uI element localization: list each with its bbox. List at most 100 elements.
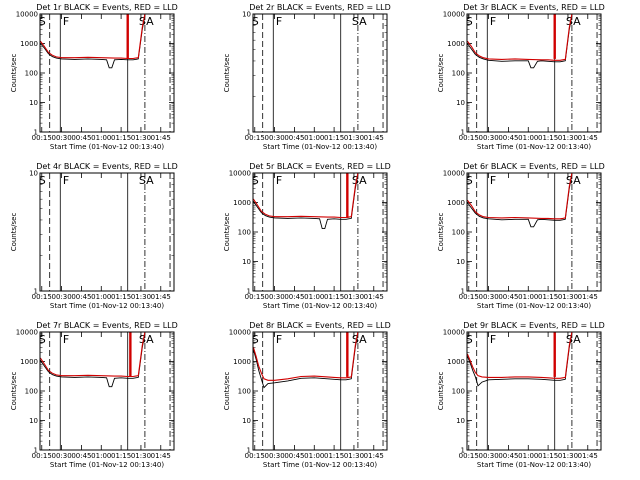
y-tick-label: 1000 — [20, 358, 38, 366]
x-tick-label: 01:45 — [364, 293, 384, 301]
y-tick-label: 1000 — [233, 358, 251, 366]
x-tick-label: 00:30 — [52, 452, 72, 460]
annotation-sa: SA — [566, 174, 581, 187]
annotation-f: F — [276, 174, 282, 187]
panel-det-3: Det 3r BLACK = Events, RED = LLD Counts/s… — [437, 3, 605, 151]
x-tick-label: 01:30 — [131, 134, 151, 142]
y-tick-label: 10 — [242, 11, 251, 19]
y-tick-label: 10 — [242, 258, 251, 266]
plot-frame — [39, 172, 175, 292]
x-axis-label: Start Time (01-Nov-12 00:13:40) — [477, 461, 591, 469]
y-tick-label: 1 — [461, 288, 465, 296]
x-tick-label: 01:00 — [518, 452, 538, 460]
chart-title: Det 5r BLACK = Events, RED = LLD — [249, 162, 391, 171]
series-events-line — [467, 174, 573, 228]
x-tick-label: 01:30 — [344, 293, 364, 301]
x-tick-label: 01:30 — [131, 293, 151, 301]
x-tick-label: 00:30 — [52, 293, 72, 301]
x-tick-label: 01:15 — [538, 293, 558, 301]
y-tick-label: 10000 — [443, 170, 465, 178]
annotation-f: F — [490, 15, 496, 28]
y-tick-label: 10 — [456, 99, 465, 107]
x-tick-label: 01:30 — [344, 134, 364, 142]
series-events-line — [252, 333, 359, 389]
plot-frame — [466, 172, 602, 292]
x-tick-label: 01:45 — [151, 452, 171, 460]
x-axis-label: Start Time (01-Nov-12 00:13:40) — [50, 302, 164, 310]
x-tick-label: 00:15 — [245, 134, 265, 142]
x-tick-label: 01:15 — [111, 134, 131, 142]
chart-title: Det 3r BLACK = Events, RED = LLD — [463, 3, 605, 12]
x-tick-label: 01:00 — [304, 134, 324, 142]
chart-title: Det 9r BLACK = Events, RED = LLD — [463, 321, 605, 330]
x-tick-label: 01:45 — [364, 134, 384, 142]
x-tick-label: 00:15 — [32, 134, 52, 142]
x-tick-label: 00:15 — [245, 452, 265, 460]
plot-frame — [252, 331, 388, 451]
series-events-line — [40, 15, 146, 69]
annotation-s: S — [466, 333, 473, 346]
x-tick-label: 00:15 — [459, 293, 479, 301]
x-tick-label: 00:15 — [459, 452, 479, 460]
y-tick-label: 100 — [452, 229, 465, 237]
x-tick-label: 01:45 — [578, 134, 598, 142]
y-tick-label: 10 — [29, 99, 38, 107]
x-tick-label: 00:30 — [265, 134, 285, 142]
x-tick-label: 00:15 — [32, 293, 52, 301]
y-tick-label: 1000 — [447, 40, 465, 48]
x-tick-label: 00:30 — [265, 452, 285, 460]
annotation-sa: SA — [139, 15, 154, 28]
y-tick-label: 100 — [452, 388, 465, 396]
x-tick-label: 01:00 — [518, 134, 538, 142]
x-axis-label: Start Time (01-Nov-12 00:13:40) — [50, 461, 164, 469]
y-tick-label: 1000 — [20, 40, 38, 48]
series-events-line — [466, 333, 573, 387]
annotation-s: S — [39, 333, 46, 346]
series-lld-line — [466, 13, 573, 61]
y-axis-label: Counts/sec — [437, 372, 445, 411]
y-tick-label: 10000 — [443, 11, 465, 19]
x-axis-label: Start Time (01-Nov-12 00:13:40) — [263, 461, 377, 469]
x-tick-label: 01:45 — [364, 452, 384, 460]
series-lld-line — [466, 172, 573, 220]
x-tick-label: 00:45 — [498, 293, 518, 301]
annotation-sa: SA — [352, 15, 367, 28]
x-tick-label: 01:15 — [538, 452, 558, 460]
chart-title: Det 2r BLACK = Events, RED = LLD — [249, 3, 391, 12]
y-tick-label: 10 — [29, 417, 38, 425]
y-tick-label: 10000 — [229, 170, 251, 178]
y-tick-label: 10 — [456, 417, 465, 425]
y-axis-label: Counts/sec — [10, 372, 18, 411]
panel-det-9: Det 9r BLACK = Events, RED = LLD Counts/s… — [437, 321, 605, 469]
x-tick-label: 00:30 — [479, 293, 499, 301]
x-tick-label: 01:15 — [111, 293, 131, 301]
x-tick-label: 00:45 — [284, 452, 304, 460]
x-tick-label: 01:45 — [578, 452, 598, 460]
y-axis-label: Counts/sec — [10, 213, 18, 252]
y-tick-label: 10000 — [16, 329, 38, 337]
y-tick-label: 1000 — [447, 358, 465, 366]
x-tick-label: 00:45 — [71, 134, 91, 142]
annotation-sa: SA — [566, 333, 581, 346]
x-tick-label: 01:00 — [518, 293, 538, 301]
panel-det-1: Det 1r BLACK = Events, RED = LLD Counts/s… — [10, 3, 178, 151]
plot-frame — [39, 13, 175, 133]
y-tick-label: 10 — [456, 258, 465, 266]
y-tick-label: 10 — [29, 170, 38, 178]
annotation-s: S — [39, 15, 46, 28]
y-tick-label: 1 — [34, 447, 38, 455]
x-tick-label: 00:45 — [498, 452, 518, 460]
x-tick-label: 00:45 — [71, 293, 91, 301]
y-tick-label: 100 — [452, 70, 465, 78]
x-tick-label: 00:45 — [498, 134, 518, 142]
x-tick-label: 01:00 — [91, 452, 111, 460]
series-lld-line — [39, 13, 146, 60]
x-axis-label: Start Time (01-Nov-12 00:13:40) — [263, 302, 377, 310]
y-tick-label: 100 — [238, 229, 251, 237]
x-tick-label: 01:15 — [324, 134, 344, 142]
y-axis-label: Counts/sec — [437, 54, 445, 93]
annotation-sa: SA — [139, 333, 154, 346]
x-tick-label: 00:45 — [284, 293, 304, 301]
plot-frame — [252, 13, 388, 133]
x-axis-label: Start Time (01-Nov-12 00:13:40) — [50, 143, 164, 151]
